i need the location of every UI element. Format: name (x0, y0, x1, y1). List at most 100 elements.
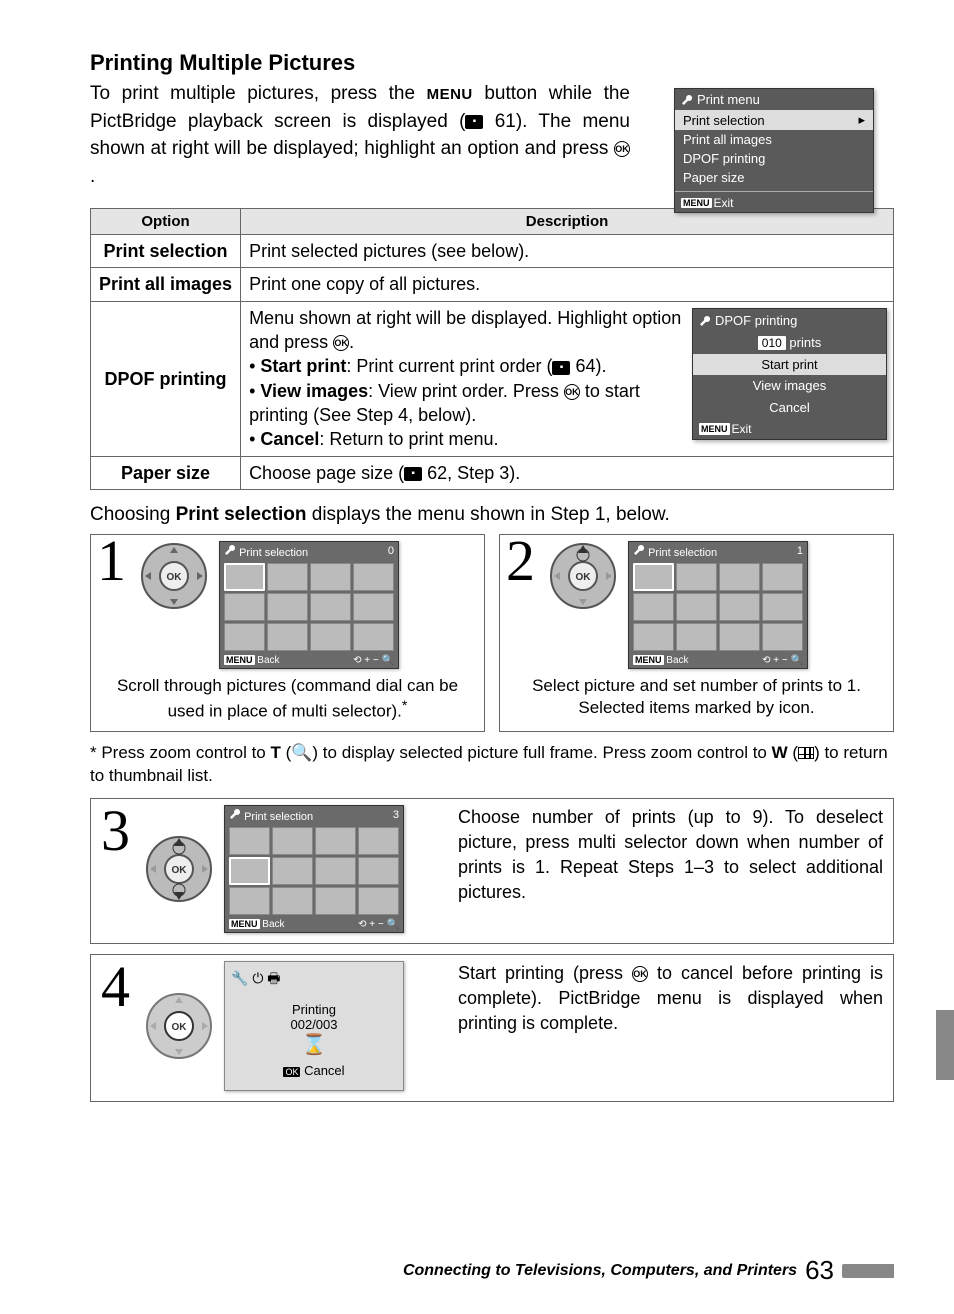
multi-selector-icon: OK (139, 541, 209, 611)
intro-paragraph: To print multiple pictures, press the ME… (90, 80, 630, 190)
thumbnail (310, 593, 351, 621)
thumbnail-grid-lcd: Print selection0 MENU Back⟲ + − 🔍 (219, 541, 399, 669)
fn-b: ( (281, 743, 291, 762)
opt-print-selection: Print selection (91, 235, 241, 268)
thumbnail (267, 623, 308, 651)
thumbnail (719, 593, 760, 621)
thumbnail (272, 827, 313, 855)
step-number: 1 (97, 535, 126, 587)
thumbnail (633, 593, 674, 621)
dpof-b3-rest: : Return to print menu. (319, 429, 498, 449)
book-ref-icon: ▪ (465, 115, 483, 129)
thumbnail (229, 827, 270, 855)
thumbnail (310, 563, 351, 591)
page-footer: Connecting to Televisions, Computers, an… (403, 1255, 894, 1286)
desc-print-all: Print one copy of all pictures. (241, 268, 894, 301)
choosing-line: Choosing Print selection displays the me… (90, 504, 894, 526)
thumbnail (224, 623, 265, 651)
lcd-item: DPOF printing (675, 149, 873, 168)
thumbnail-grid-lcd: Print selection 1 MENU Back ⟲ + − 🔍 (628, 541, 808, 669)
hourglass-icon: ⌛ (231, 1032, 397, 1057)
thumbnail (272, 857, 313, 885)
footer-section: Connecting to Televisions, Computers, an… (403, 1262, 797, 1280)
step-3-desc: Choose number of prints (up to 9). To de… (458, 805, 883, 906)
thumb-count: 3 (393, 809, 399, 821)
menu-chip: MENU (224, 655, 255, 665)
opt-paper-size: Paper size (91, 456, 241, 489)
thumb-count: 0 (388, 545, 394, 557)
dpof-cancel-label: Cancel (260, 429, 319, 449)
thumbnail (224, 593, 265, 621)
thumbnail (224, 563, 265, 591)
step-number: 3 (101, 805, 130, 857)
options-table: Option Description Print selection Print… (90, 208, 894, 490)
paper-desc-b: 62, Step 3). (422, 463, 520, 483)
paper-desc-a: Choose page size ( (249, 463, 404, 483)
thumb-title: Print selection (648, 547, 717, 559)
thumbnail (272, 887, 313, 915)
desc-paper-size: Choose page size (▪ 62, Step 3). (241, 456, 894, 489)
intro-text-1: To print multiple pictures, press the (90, 83, 427, 104)
fn-a: Press zoom control to (97, 743, 271, 762)
thumbnail (267, 593, 308, 621)
menu-chip: MENU (681, 198, 712, 208)
multi-selector-ok-icon: OK (144, 991, 214, 1061)
dpof-count-row: 010 prints (693, 332, 886, 354)
svg-text:OK: OK (576, 572, 592, 583)
desc-print-selection: Print selected pictures (see below). (241, 235, 894, 268)
lcd-item: Print all images (675, 130, 873, 149)
printing-progress: 002/003 (231, 1017, 397, 1032)
footnote: * Press zoom control to T (🔍) to display… (90, 742, 894, 788)
footer-tab (842, 1264, 894, 1278)
back-label: Back (262, 919, 284, 930)
lcd-title: Print menu (697, 92, 760, 107)
thumbnail (719, 563, 760, 591)
asterisk: * (402, 698, 408, 714)
step-4: 4 OK 🔧 ⏻ 🖶 Printing 002/003 ⌛ OK Cancel … (90, 954, 894, 1102)
wrench-icon (633, 544, 645, 556)
section-heading: Printing Multiple Pictures (90, 50, 894, 76)
step-2: 2 OK Print selection 1 MENU Back ⟲ + − 🔍 (499, 534, 894, 732)
thumbnail (676, 623, 717, 651)
thumb-count: 1 (797, 545, 803, 557)
thumbnail (358, 857, 399, 885)
desc-dpof: Menu shown at right will be displayed. H… (241, 301, 894, 456)
choosing-post: displays the menu shown in Step 1, below… (306, 504, 669, 525)
thumbnail (353, 593, 394, 621)
s4-desc-a: Start printing (press (458, 963, 632, 983)
thumbnail (762, 623, 803, 651)
ok-icon: OK (333, 335, 349, 351)
svg-text:OK: OK (172, 1022, 188, 1033)
svg-text:OK: OK (172, 865, 188, 876)
opt-print-all: Print all images (91, 268, 241, 301)
thumbnail (358, 827, 399, 855)
dpof-b2-rest: : View print order. Press (368, 381, 564, 401)
wrench-icon (681, 94, 693, 106)
fn-c: ) to display selected picture full frame… (312, 743, 771, 762)
step-caption: Select picture and set number of prints … (510, 675, 883, 719)
menu-chip: MENU (229, 919, 260, 929)
svg-text:OK: OK (167, 572, 183, 583)
steps-1-2-row: 1 OK Print selection0 MENU Back⟲ + − 🔍 S… (90, 534, 894, 732)
step-3: 3 OK Print selection3 MENU Back⟲ + − 🔍 C… (90, 798, 894, 944)
step-number: 2 (506, 535, 535, 587)
book-ref-icon: ▪ (552, 361, 570, 375)
lcd-title-row: DPOF printing (693, 309, 886, 333)
back-label: Back (666, 655, 688, 666)
zoom-icons: ⟲ + − 🔍 (762, 655, 803, 666)
multi-selector-up-icon: OK (548, 541, 618, 611)
printing-label: Printing (231, 1002, 397, 1017)
dpof-prints-label: prints (786, 335, 821, 350)
footer-page-number: 63 (805, 1255, 834, 1286)
fn-W: W (772, 743, 788, 762)
dpof-lcd-item: View images (693, 375, 886, 397)
thumbnail (633, 623, 674, 651)
asterisk: * (90, 743, 97, 762)
dpof-line1b: . (349, 332, 354, 352)
menu-chip: MENU (633, 655, 664, 665)
th-option: Option (91, 209, 241, 235)
dpof-start-print-label: Start print (260, 356, 346, 376)
zoom-icons: ⟲ + − 🔍 (353, 655, 394, 666)
ok-icon: OK (614, 141, 630, 157)
thumbnail (719, 623, 760, 651)
